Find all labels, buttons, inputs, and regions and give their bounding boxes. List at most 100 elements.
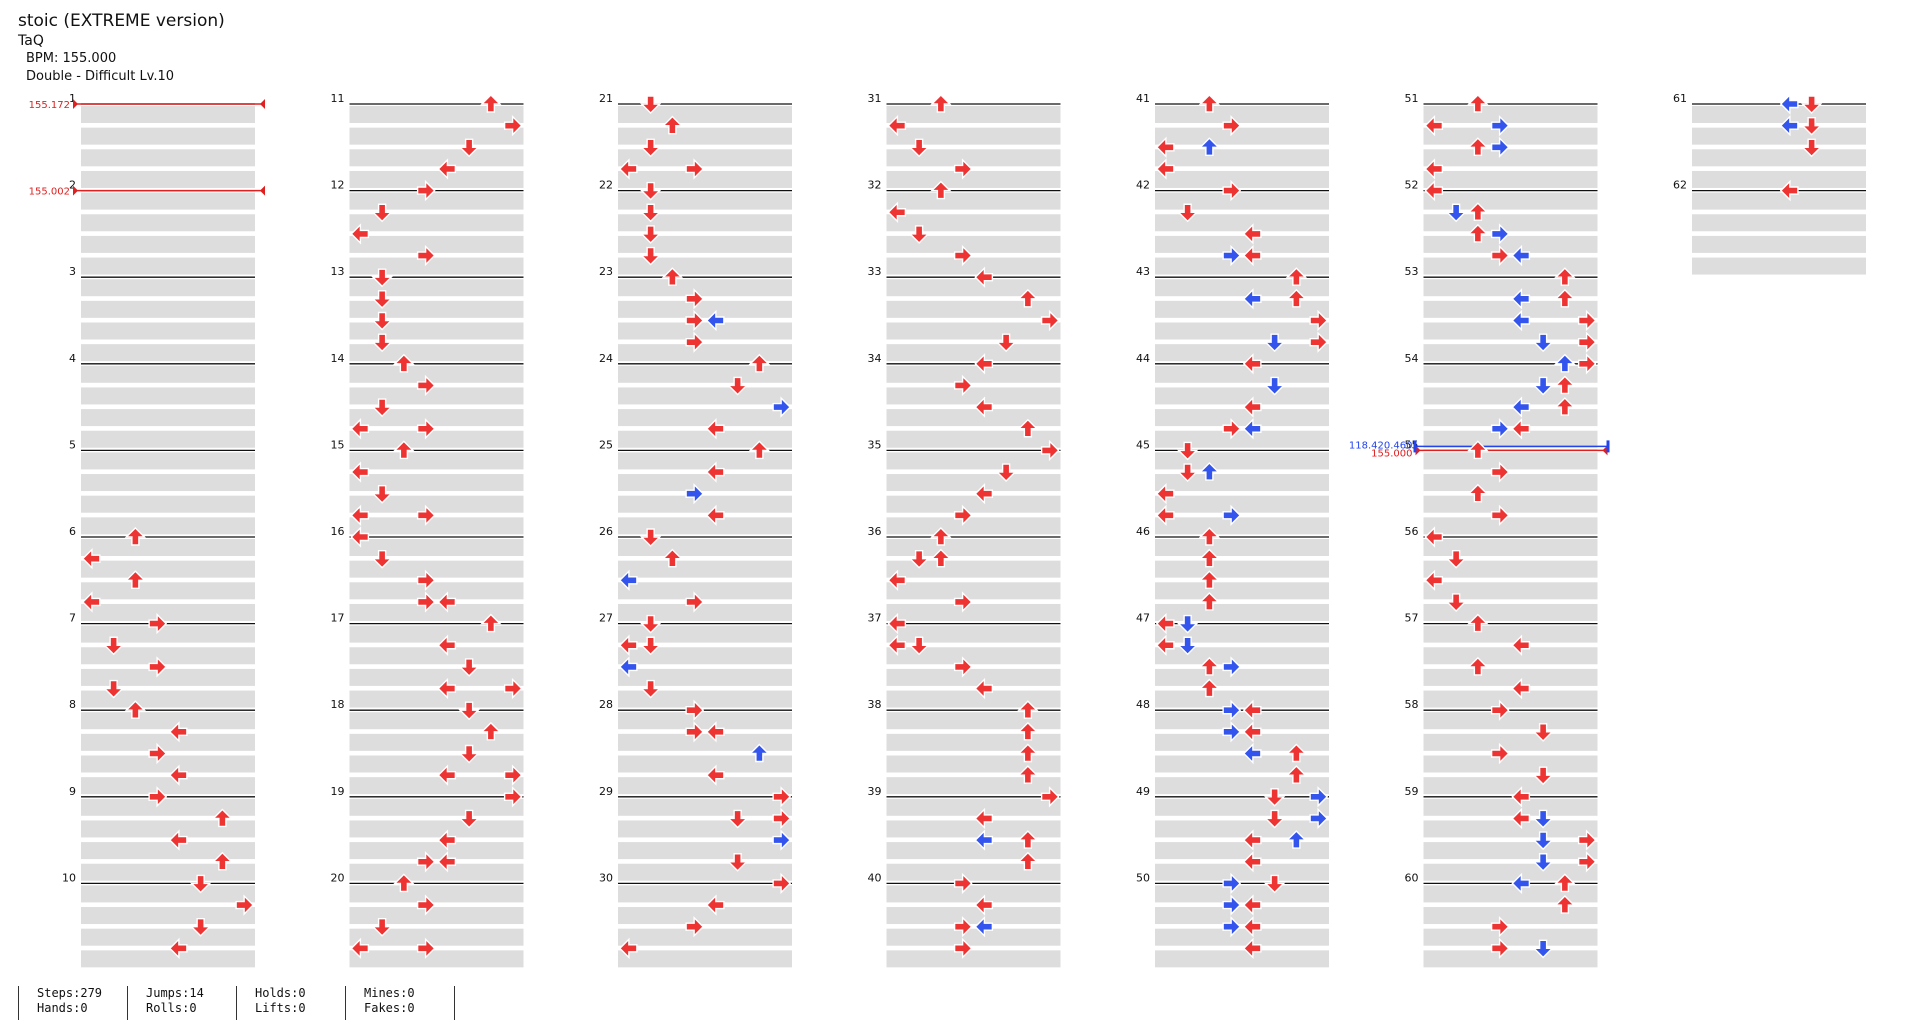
beat-band [1423,235,1598,253]
arrow-glyph [1263,333,1286,353]
beat-band [349,452,524,470]
note-right-arrow-icon [772,396,792,418]
beat-band [618,192,792,210]
measure-number: 35 [868,438,882,451]
note-right-arrow-icon [1040,439,1060,462]
arrow-glyph [1222,504,1242,527]
holds-count: Holds:0 [255,986,306,1000]
note-right-arrow-icon [953,916,973,938]
arrow-glyph [1511,418,1531,440]
note-down-arrow-icon [458,701,480,721]
beat-band [1155,582,1329,600]
note-left-arrow-icon [1511,786,1531,808]
arrow-glyph [124,700,147,719]
arrow-glyph [1155,158,1175,180]
arrow-glyph [887,201,907,223]
note-up-arrow-icon [1554,267,1576,286]
note-down-arrow-icon [371,485,393,504]
arrow-glyph [416,569,436,591]
note-down-arrow-icon [726,376,749,396]
note-left-arrow-icon [1242,937,1262,960]
note-up-arrow-icon [930,548,952,568]
note-down-arrow-icon [639,203,662,223]
note-left-arrow-icon [705,894,725,916]
arrow-glyph [1242,894,1262,916]
lifts-count: Lifts:0 [255,1001,306,1015]
arrow-glyph [437,764,457,786]
arrow-glyph [1554,267,1576,286]
note-left-arrow-icon [974,353,994,375]
note-left-arrow-icon [1242,353,1262,375]
arrow-glyph [148,656,168,678]
note-down-arrow-icon [1176,203,1199,223]
arrow-glyph [350,526,370,548]
beat-band [349,322,524,340]
arrow-glyph [1511,244,1531,267]
note-down-arrow-icon [371,549,393,569]
arrow-glyph [772,807,792,830]
note-up-arrow-icon [393,440,415,460]
arrow-glyph [1424,158,1444,180]
note-right-arrow-icon [148,742,168,765]
note-down-arrow-icon [371,398,393,418]
beat-band [81,279,255,297]
beat-band [81,950,255,968]
note-up-arrow-icon [480,721,502,741]
arrow-glyph [930,527,952,546]
note-right-arrow-icon [416,569,436,591]
note-down-arrow-icon [1532,809,1554,829]
arrow-glyph [437,829,457,851]
note-up-arrow-icon [1198,591,1221,611]
beat-band [81,495,255,513]
note-up-arrow-icon [1554,375,1576,395]
arrow-glyph [437,591,457,613]
arrow-glyph [748,440,771,460]
arrow-glyph [458,138,480,158]
arrow-glyph [705,504,725,527]
beat-band [81,625,255,643]
note-right-arrow-icon [1577,331,1597,353]
measure-number: 61 [1673,92,1687,105]
beat-band [1155,733,1329,751]
beat-band [886,149,1061,167]
beat-band [1423,863,1598,881]
measure-number: 57 [1405,612,1419,625]
note-left-arrow-icon [437,677,457,700]
beat-band [618,950,792,968]
beat-band [1692,192,1866,210]
arrow-glyph [772,396,792,418]
note-left-arrow-icon [1511,244,1531,267]
arrow-glyph [1309,309,1329,332]
beat-band [618,712,792,730]
note-down-arrow-icon [371,290,393,309]
arrow-glyph [1490,244,1510,267]
arrow-glyph [1242,916,1262,938]
beat-band [81,863,255,881]
note-up-arrow-icon [1198,137,1221,157]
arrow-glyph [371,549,393,569]
note-left-arrow-icon [1779,114,1799,137]
beat-band [81,214,255,232]
arrow-glyph [416,894,436,916]
note-up-arrow-icon [1017,700,1039,719]
note-left-arrow-icon [437,634,457,656]
note-right-arrow-icon [1490,223,1510,245]
beat-band [349,712,524,730]
beat-band [1423,300,1598,318]
beat-band [886,582,1061,600]
beat-band [1155,647,1329,665]
arrow-glyph [685,721,705,743]
arrow-glyph [748,743,771,763]
measure-number: 43 [1136,265,1150,278]
note-up-arrow-icon [1198,548,1221,568]
beat-band [1423,517,1598,535]
note-right-arrow-icon [953,591,973,613]
arrow-glyph [416,937,436,960]
note-right-arrow-icon [953,656,973,678]
measure-number: 46 [1136,525,1150,538]
beat-band [1423,192,1598,210]
note-up-arrow-icon [1467,656,1489,676]
timing-change-label: 118.420.460 [1349,440,1413,451]
arrow-glyph [1800,95,1823,114]
beat-band [1692,170,1866,188]
